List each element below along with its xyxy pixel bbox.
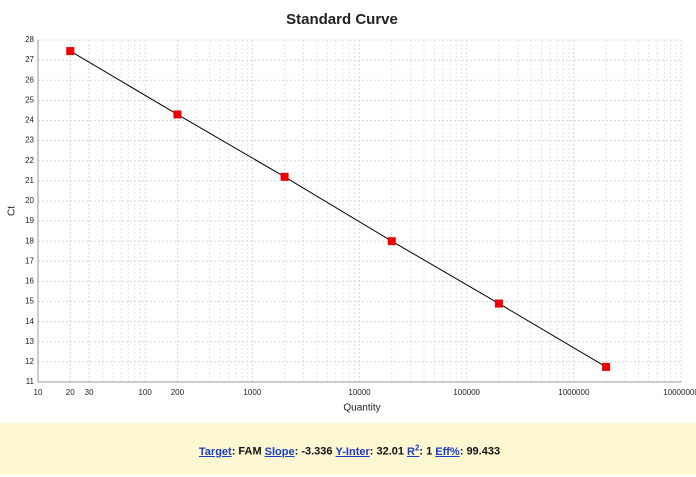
y-tick-label: 16 xyxy=(25,277,34,286)
footer: Target: FAM Slope: -3.336 Y-Inter: 32.01 R2… xyxy=(0,423,696,475)
x-tick-label: 1000 xyxy=(243,388,261,397)
y-tick-label: 22 xyxy=(25,156,34,165)
x-tick-label: 30 xyxy=(85,388,94,397)
footer-value: : -3.336 xyxy=(294,445,333,458)
footer-value: : 1 xyxy=(419,445,433,458)
footer-value: : 32.01 xyxy=(369,445,405,458)
y-tick-label: 23 xyxy=(25,136,34,145)
footer-link[interactable]: Slope xyxy=(264,445,295,458)
fit-line xyxy=(70,50,607,368)
y-tick-label: 12 xyxy=(25,357,34,366)
chart: Standard Curve Quantity Ct 11 12 13 14 15 16 1… xyxy=(7,11,696,414)
x-tick-label: 200 xyxy=(171,388,185,397)
x-tick-label: 100 xyxy=(138,388,152,397)
footer-link[interactable]: R2 xyxy=(407,443,420,458)
x-tick-label: 1000000 xyxy=(558,388,590,397)
y-tick-label: 21 xyxy=(25,176,34,185)
point xyxy=(387,237,396,246)
point xyxy=(494,299,503,308)
y-tick-label: 20 xyxy=(25,196,34,205)
y-axis-label: Ct xyxy=(7,206,18,216)
y-tick-label: 28 xyxy=(25,35,34,44)
x-tick-label: 10000000 xyxy=(663,388,696,397)
footer-link[interactable]: Target xyxy=(198,445,232,458)
y-tick-label: 24 xyxy=(25,116,34,125)
y-tick-label: 27 xyxy=(25,55,34,64)
y-tick-label: 19 xyxy=(25,216,34,225)
x-tick-label: 20 xyxy=(66,388,75,397)
y-tick-label: 14 xyxy=(25,317,34,326)
y-tick-label: 15 xyxy=(25,297,34,306)
y-tick-label: 11 xyxy=(26,377,35,386)
point xyxy=(602,362,611,371)
point xyxy=(66,47,75,56)
footer-link[interactable]: Eff% xyxy=(435,445,460,458)
x-tick-label: 10000 xyxy=(348,388,371,397)
chart-title: Standard Curve xyxy=(286,11,398,28)
footer-link[interactable]: Y-Inter xyxy=(335,445,370,458)
footer-value: : 99.433 xyxy=(459,445,501,458)
y-tick-label: 25 xyxy=(25,95,34,104)
grid xyxy=(37,39,682,383)
x-axis-label: Quantity xyxy=(343,403,380,414)
x-tick-label: 100000 xyxy=(453,388,480,397)
y-tick-label: 13 xyxy=(25,337,34,346)
point xyxy=(173,110,182,119)
footer-sup: 2 xyxy=(414,443,420,452)
footer-value: : FAM xyxy=(231,445,262,458)
x-tick-label: 10 xyxy=(34,388,43,397)
y-tick-label: 26 xyxy=(25,75,34,84)
y-tick-label: 17 xyxy=(25,256,34,265)
point xyxy=(280,172,289,181)
y-tick-label: 18 xyxy=(25,236,34,245)
